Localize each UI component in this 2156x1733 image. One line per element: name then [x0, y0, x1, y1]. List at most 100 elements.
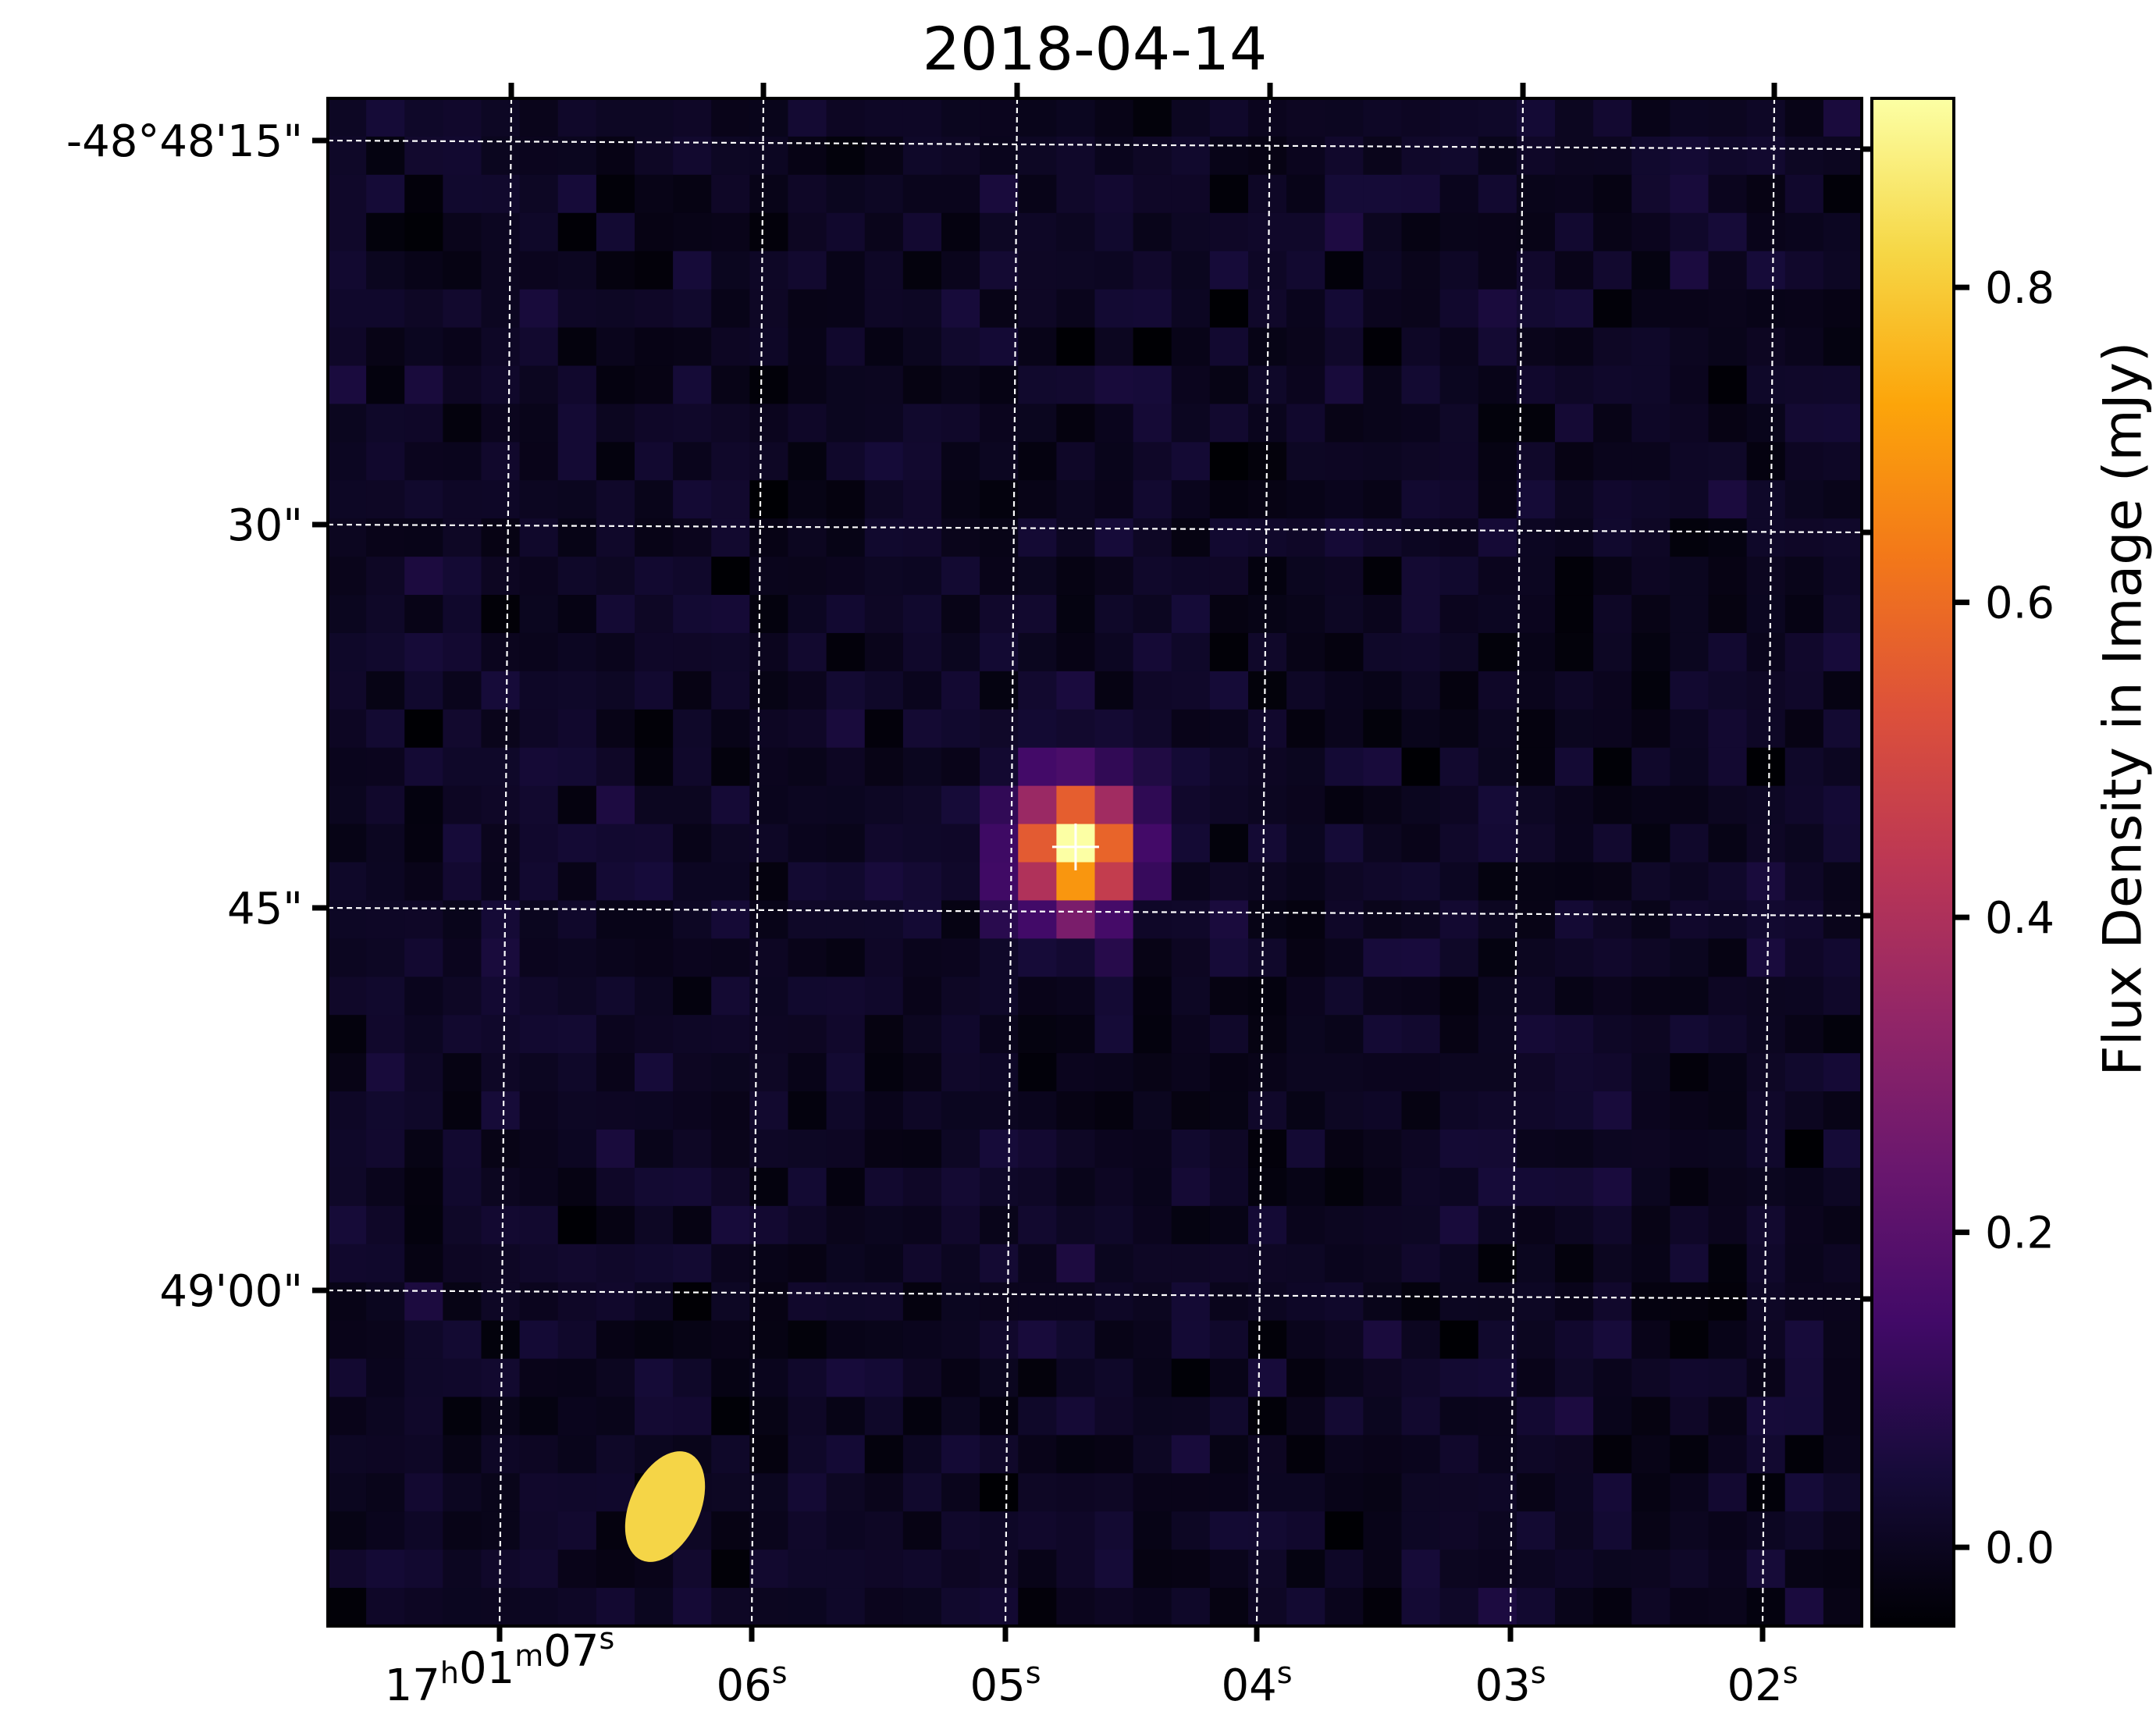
- heatmap-cell: [1286, 1205, 1325, 1245]
- heatmap-cell: [1670, 1015, 1710, 1054]
- heatmap-cell: [1056, 1244, 1096, 1283]
- heatmap-cell: [1555, 1205, 1594, 1245]
- heatmap-cell: [1363, 785, 1403, 825]
- heatmap-cell: [1478, 212, 1517, 252]
- heatmap-cell: [1823, 900, 1862, 939]
- heatmap-cell: [1325, 709, 1364, 749]
- heatmap-cell: [826, 938, 866, 977]
- heatmap-cell: [1133, 442, 1172, 481]
- heatmap-cell: [1133, 747, 1172, 787]
- heatmap-cell: [1094, 1435, 1134, 1474]
- heatmap-cell: [980, 1167, 1019, 1207]
- heatmap-cell: [481, 595, 521, 634]
- heatmap-cell: [941, 1244, 980, 1283]
- heatmap-cell: [328, 1167, 367, 1207]
- heatmap-cell: [1784, 404, 1824, 443]
- heatmap-cell: [1018, 518, 1057, 557]
- heatmap-cell: [519, 1205, 559, 1245]
- heatmap-cell: [1325, 1244, 1364, 1283]
- heatmap-cell: [1823, 212, 1862, 252]
- heatmap-cell: [1401, 518, 1441, 557]
- heatmap-cell: [788, 1358, 827, 1398]
- heatmap-cell: [1018, 709, 1057, 749]
- heatmap-cell: [1670, 1129, 1710, 1169]
- colorbar-tick-label: 0.0: [1985, 1523, 2055, 1574]
- heatmap-cell: [404, 709, 443, 749]
- heatmap-cell: [826, 1167, 866, 1207]
- heatmap-cell: [1325, 747, 1364, 787]
- heatmap-cell: [749, 824, 789, 863]
- heatmap-cell: [864, 824, 904, 863]
- heatmap-cell: [1018, 747, 1057, 787]
- heatmap-cell: [1018, 442, 1057, 481]
- heatmap-cell: [1593, 1129, 1632, 1169]
- heatmap-cell: [1209, 1435, 1249, 1474]
- heatmap-cell: [404, 671, 443, 710]
- heatmap-cell: [1631, 98, 1670, 137]
- heatmap-cell: [1784, 1205, 1824, 1245]
- heatmap-cell: [826, 289, 866, 329]
- heatmap-cell: [557, 862, 597, 902]
- heatmap-cell: [1670, 862, 1710, 902]
- heatmap-cell: [1478, 442, 1517, 481]
- heatmap-cell: [1133, 632, 1172, 672]
- heatmap-cell: [1670, 785, 1710, 825]
- heatmap-cell: [519, 1511, 559, 1550]
- heatmap-cell: [1593, 977, 1632, 1016]
- heatmap-cell: [1670, 977, 1710, 1016]
- heatmap-cell: [1133, 1397, 1172, 1436]
- heatmap-cell: [1823, 518, 1862, 557]
- heatmap-cell: [519, 938, 559, 977]
- heatmap-cell: [1555, 1397, 1594, 1436]
- heatmap-cell: [1018, 1282, 1057, 1322]
- heatmap-cell: [1325, 1053, 1364, 1092]
- heatmap-cell: [1325, 98, 1364, 137]
- heatmap-cell: [481, 98, 521, 137]
- heatmap-cell: [1784, 1588, 1824, 1627]
- heatmap-cell: [941, 1435, 980, 1474]
- heatmap-cell: [1171, 136, 1211, 176]
- heatmap-cell: [366, 1435, 405, 1474]
- heatmap-cell: [481, 1091, 521, 1130]
- heatmap-cell: [864, 212, 904, 252]
- heatmap-cell: [1248, 1473, 1287, 1512]
- heatmap-cell: [1631, 1015, 1670, 1054]
- x-tick-label: 06s: [716, 1656, 787, 1711]
- heatmap-cell: [1325, 1511, 1364, 1550]
- heatmap-cell: [1593, 709, 1632, 749]
- heatmap-cell: [443, 327, 482, 367]
- heatmap-cell: [749, 1205, 789, 1245]
- heatmap-cell: [1746, 1511, 1786, 1550]
- heatmap-cell: [902, 862, 942, 902]
- heatmap-cell: [1478, 1244, 1517, 1283]
- heatmap-cell: [1286, 404, 1325, 443]
- heatmap-cell: [404, 557, 443, 596]
- heatmap-cell: [1746, 404, 1786, 443]
- heatmap-cell: [1056, 251, 1096, 290]
- heatmap-cell: [749, 977, 789, 1016]
- heatmap-cell: [519, 1358, 559, 1398]
- heatmap-cell: [1555, 977, 1594, 1016]
- heatmap-cell: [788, 327, 827, 367]
- heatmap-cell: [711, 174, 750, 214]
- heatmap-cell: [1516, 1244, 1556, 1283]
- heatmap-cell: [1516, 1435, 1556, 1474]
- heatmap-cell: [1555, 938, 1594, 977]
- heatmap-cell: [519, 251, 559, 290]
- heatmap-cell: [788, 709, 827, 749]
- heatmap-cell: [1363, 251, 1403, 290]
- heatmap-cell: [1286, 98, 1325, 137]
- heatmap-cell: [1094, 671, 1134, 710]
- heatmap-cell: [1631, 404, 1670, 443]
- heatmap-cell: [1478, 1091, 1517, 1130]
- heatmap-cell: [1631, 1588, 1670, 1627]
- heatmap-cell: [443, 709, 482, 749]
- heatmap-cell: [404, 174, 443, 214]
- heatmap-cell: [1094, 1091, 1134, 1130]
- heatmap-cell: [902, 1167, 942, 1207]
- heatmap-cell: [826, 595, 866, 634]
- heatmap-cell: [1708, 1320, 1748, 1360]
- heatmap-cell: [1631, 671, 1670, 710]
- heatmap-cell: [1784, 632, 1824, 672]
- heatmap-cell: [596, 1435, 635, 1474]
